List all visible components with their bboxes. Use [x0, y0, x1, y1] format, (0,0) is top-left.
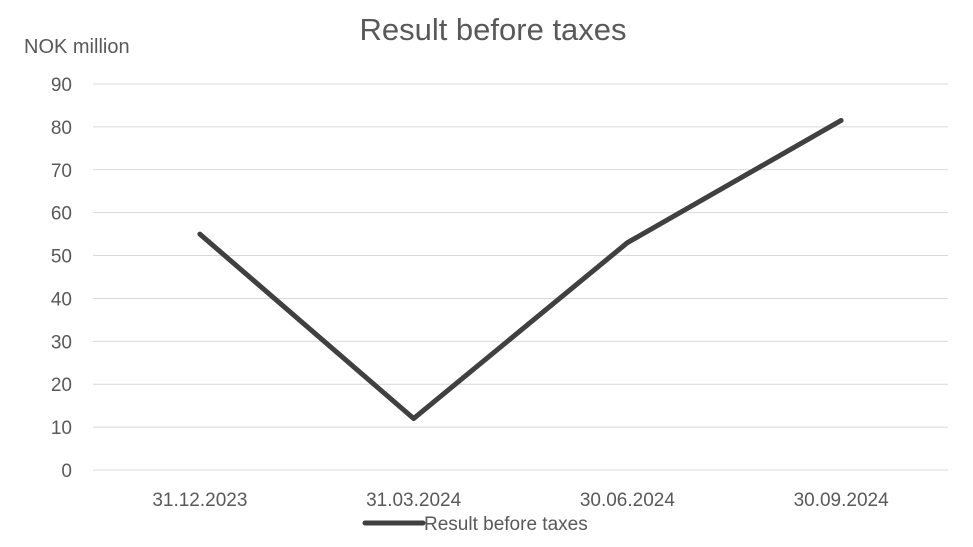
y-tick-10: 10	[51, 418, 72, 439]
x-tick-2: 30.06.2024	[580, 490, 676, 511]
gridlines	[93, 84, 948, 470]
x-tick-3: 30.09.2024	[794, 490, 890, 511]
y-tick-20: 20	[51, 375, 72, 396]
y-tick-60: 60	[51, 204, 72, 225]
series-line-0	[200, 120, 841, 418]
series-lines	[200, 120, 841, 418]
y-axis-label: NOK million	[24, 36, 130, 58]
legend: Result before taxes	[365, 514, 588, 535]
x-tick-1: 31.03.2024	[366, 490, 462, 511]
legend-label-result-before-taxes: Result before taxes	[424, 514, 588, 535]
y-tick-90: 90	[51, 75, 72, 96]
y-tick-30: 30	[51, 332, 72, 353]
x-tick-0: 31.12.2023	[152, 490, 247, 511]
y-tick-50: 50	[51, 247, 72, 268]
y-tick-labels: 0 10 20 30 40 50 60 70 80 90	[51, 75, 72, 482]
chart-title: Result before taxes	[359, 12, 626, 47]
x-tick-labels: 31.12.2023 31.03.2024 30.06.2024 30.09.2024	[152, 490, 889, 511]
y-tick-40: 40	[51, 289, 72, 310]
y-tick-80: 80	[51, 118, 72, 139]
y-tick-70: 70	[51, 161, 72, 182]
y-tick-0: 0	[61, 461, 72, 482]
